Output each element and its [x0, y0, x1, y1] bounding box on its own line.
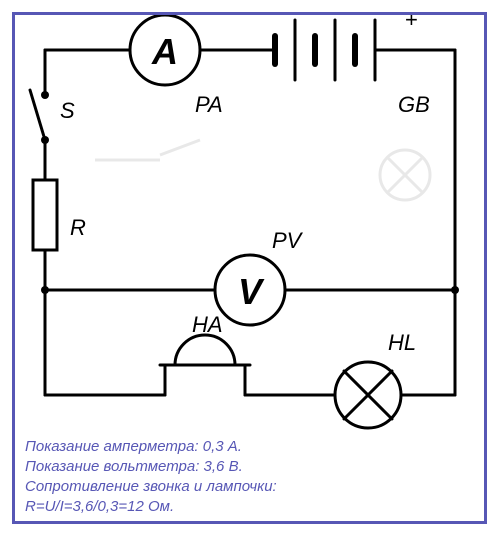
caption-line-2: Показание вольтметра: 3,6 В. [25, 458, 243, 475]
caption-line-4: R=U/I=3,6/0,3=12 Ом. [25, 498, 174, 515]
caption-line-3: Сопротивление звонка и лампочки: [25, 478, 277, 495]
circuit-diagram: A PA + GB S R V PV HA HL Показание ампер… [0, 0, 500, 536]
caption-line-1: Показание амперметра: 0,3 А. [25, 438, 242, 455]
